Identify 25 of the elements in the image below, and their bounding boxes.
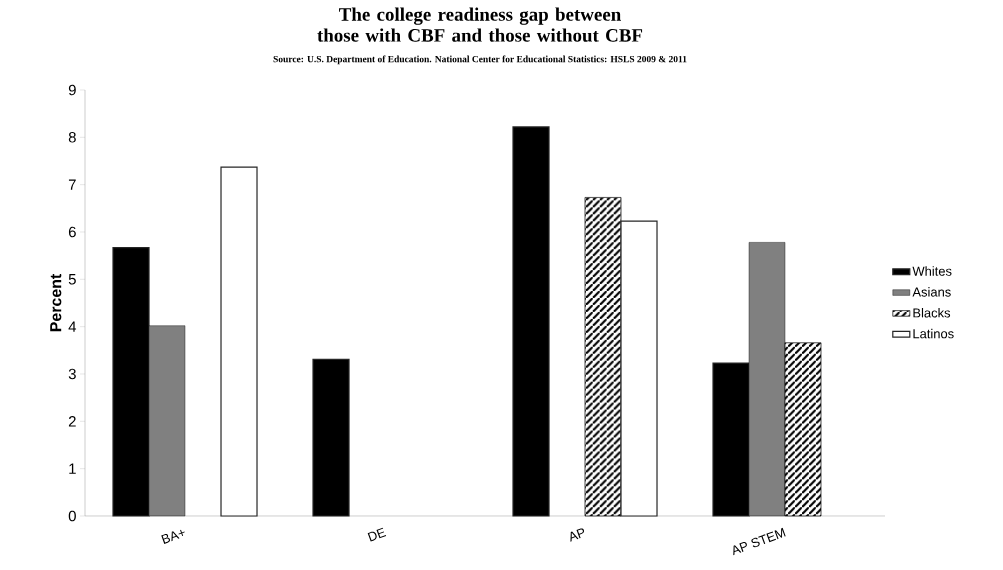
- y-tick-label: 1: [69, 463, 76, 474]
- y-axis-title: Percent: [50, 273, 62, 332]
- bar: [620, 220, 658, 517]
- bar: [312, 358, 350, 517]
- chart-title: The college readiness gap between those with CBF and those without CBF: [317, 7, 643, 42]
- y-tick-label: 3: [68, 368, 76, 380]
- bar: [512, 126, 550, 517]
- y-tick-label: 2: [68, 416, 76, 427]
- y-tick-label: 7: [68, 179, 76, 190]
- y-tick-label: 5: [68, 274, 76, 285]
- y-tick-label: 0: [68, 510, 76, 522]
- y-tick-label: 4: [68, 321, 77, 332]
- x-tick-label: BA+: [161, 529, 185, 544]
- chart-subtitle: Source: U.S. Department of Education. National Center for Educational Statistics: HSLS 2009 & 2011: [273, 55, 687, 65]
- y-tick-label: 9: [68, 84, 76, 96]
- bar: [220, 166, 258, 517]
- y-tick-label: 6: [68, 226, 76, 238]
- x-tick-label: DE: [367, 527, 387, 542]
- y-tick-label: 8: [68, 132, 76, 143]
- x-tick-label: AP: [570, 528, 585, 542]
- legend-label: Latinos: [913, 328, 954, 339]
- legend-label: Asians: [912, 287, 951, 297]
- legend-label: Blacks: [913, 307, 951, 318]
- x-tick-label: AP STEM: [733, 527, 786, 556]
- legend-label: Whites: [912, 266, 952, 276]
